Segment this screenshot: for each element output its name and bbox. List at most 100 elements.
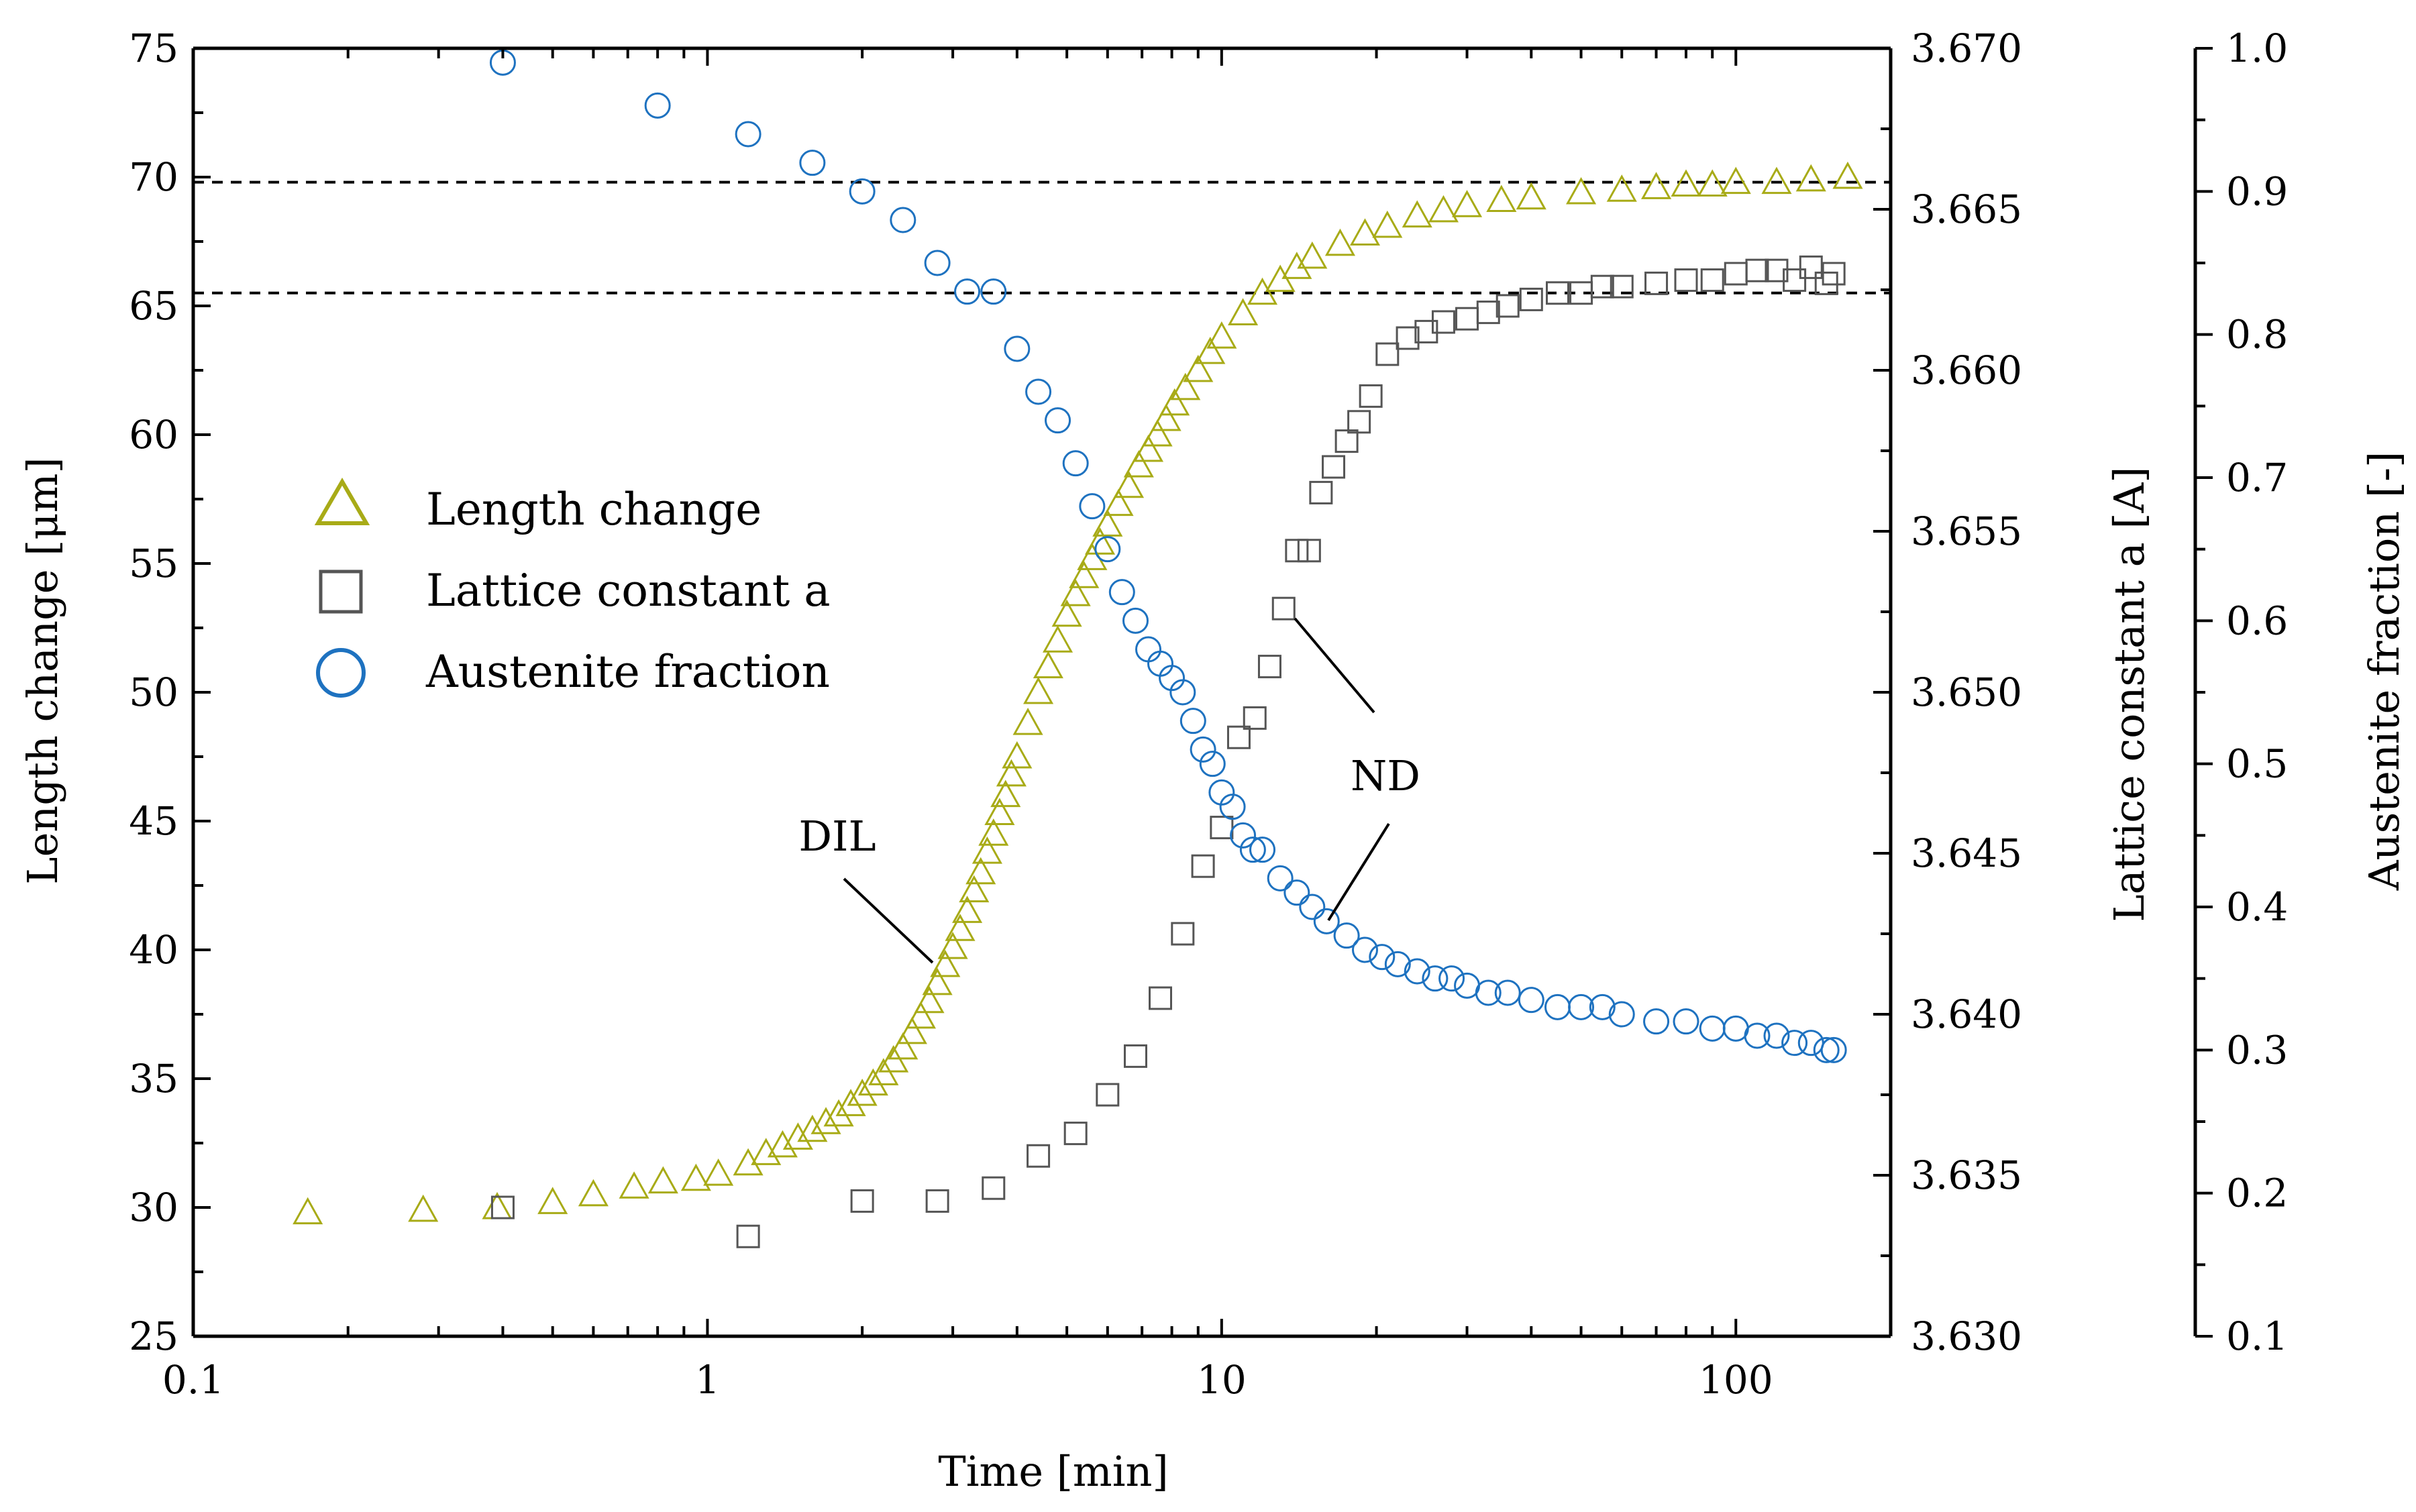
data-point-lattice-constant-a <box>1414 319 1438 343</box>
y-right2-tick-label: 0.3 <box>2226 1027 2288 1073</box>
data-point-austenite-fraction <box>1404 958 1430 985</box>
data-point-length-change <box>1761 166 1792 195</box>
data-point-austenite-fraction <box>1763 1022 1790 1049</box>
data-point-lattice-constant-a <box>736 1224 760 1248</box>
data-point-lattice-constant-a <box>1799 255 1823 279</box>
data-point-length-change <box>1170 372 1201 400</box>
axes: 0.1 1 10 100 25 30 35 40 45 50 55 60 65 70 75 3.630 3.63… <box>129 25 2288 1403</box>
y-right2-tick-label: 1.0 <box>2226 25 2288 71</box>
data-point-lattice-constant-a <box>1724 262 1748 286</box>
data-point-length-change <box>914 985 945 1014</box>
data-point-austenite-fraction <box>1384 951 1411 977</box>
data-point-length-change <box>1451 190 1483 217</box>
y-left-tick-label: 65 <box>129 283 178 329</box>
data-point-length-change <box>767 1130 798 1158</box>
data-point-austenite-fraction <box>849 178 876 205</box>
data-point-length-change <box>1402 200 1432 228</box>
data-point-austenite-fraction <box>1283 879 1310 906</box>
data-point-lattice-constant-a <box>1347 410 1371 434</box>
data-point-length-change <box>782 1122 813 1150</box>
data-point-length-change <box>965 857 996 885</box>
data-point-length-change <box>1195 337 1226 364</box>
legend-label-lattice: Lattice constant a <box>426 565 831 616</box>
y-axis-left-label: Length change [μm] <box>18 457 67 884</box>
data-point-length-change <box>1113 470 1145 498</box>
data-point-length-change <box>922 967 953 995</box>
y-right1-tick-label: 3.665 <box>1911 186 2022 232</box>
data-point-lattice-constant-a <box>1745 258 1769 282</box>
data-point-lattice-constant-a <box>1590 274 1614 299</box>
data-point-length-change <box>1159 388 1190 416</box>
data-point-length-change <box>823 1099 854 1127</box>
y-left-tick-label: 60 <box>129 412 178 457</box>
data-point-length-change <box>1281 252 1312 279</box>
data-point-lattice-constant-a <box>1123 1044 1147 1068</box>
data-point-length-change <box>959 875 990 903</box>
x-tick-label: 0.1 <box>162 1357 224 1403</box>
data-point-length-change <box>1428 195 1459 223</box>
data-point-austenite-fraction <box>1781 1030 1808 1057</box>
data-point-lattice-constant-a <box>1359 384 1383 408</box>
y-right1-tick-label: 3.645 <box>1911 830 2022 876</box>
data-point-length-change <box>1297 241 1328 269</box>
data-point-lattice-constant-a <box>1396 326 1420 350</box>
legend-marker-length-change <box>314 478 370 525</box>
y-right1-tick-label: 3.655 <box>1911 508 2022 554</box>
data-point-length-change <box>1092 509 1123 537</box>
data-point-lattice-constant-a <box>1271 596 1296 620</box>
data-point-length-change <box>984 798 1015 825</box>
y-axis-right2-label: Austenite fraction [-] <box>2360 451 2409 892</box>
data-point-length-change <box>1486 184 1517 213</box>
data-point-austenite-fraction <box>1062 450 1089 477</box>
y-right2-tick-label: 0.7 <box>2226 455 2288 500</box>
data-point-length-change <box>1641 172 1672 199</box>
data-point-austenite-fraction <box>1199 751 1226 777</box>
y-left-tick-label: 45 <box>129 798 178 844</box>
y-left-tick-label: 35 <box>129 1056 178 1101</box>
data-point-austenite-fraction <box>1239 836 1266 863</box>
data-point-length-change <box>1183 354 1214 382</box>
data-point-austenite-fraction <box>1299 894 1326 920</box>
data-point-length-change <box>1206 321 1237 349</box>
data-point-length-change <box>619 1171 649 1199</box>
data-point-length-change <box>1002 741 1033 769</box>
data-point-length-change <box>578 1179 609 1207</box>
data-point-lattice-constant-a <box>1257 655 1281 679</box>
data-point-austenite-fraction <box>1699 1015 1726 1042</box>
data-point-lattice-constant-a <box>1674 268 1698 292</box>
data-point-austenite-fraction <box>890 207 916 233</box>
legend-marker-lattice <box>319 570 363 614</box>
data-point-lattice-constant-a <box>490 1195 515 1220</box>
data-point-lattice-constant-a <box>1495 294 1520 318</box>
data-point-austenite-fraction <box>1813 1036 1840 1063</box>
data-point-austenite-fraction <box>1589 993 1616 1020</box>
data-point-lattice-constant-a <box>1243 706 1267 730</box>
annotation-dil-leader <box>843 877 934 964</box>
y-right1-tick-label: 3.630 <box>1911 1313 2022 1359</box>
data-point-austenite-fraction <box>1249 836 1276 863</box>
data-point-length-change <box>1349 218 1381 246</box>
data-point-length-change <box>1023 676 1054 704</box>
data-point-austenite-fraction <box>1544 993 1571 1020</box>
data-point-lattice-constant-a <box>1297 539 1321 563</box>
data-point-length-change <box>896 1016 927 1044</box>
data-point-lattice-constant-a <box>1700 268 1724 292</box>
data-point-lattice-constant-a <box>1375 342 1400 366</box>
y-axis-right1-label: Lattice constant a [A] <box>2105 467 2154 922</box>
y-right1-tick-label: 3.650 <box>1911 669 2022 715</box>
data-point-austenite-fraction <box>1267 865 1294 892</box>
data-point-length-change <box>1033 651 1063 679</box>
data-point-lattice-constant-a <box>1096 1083 1120 1107</box>
data-point-length-change <box>408 1194 439 1222</box>
data-point-austenite-fraction <box>1351 936 1378 963</box>
data-point-length-change <box>1012 707 1043 735</box>
data-point-length-change <box>1516 182 1546 210</box>
data-point-lattice-constant-a <box>1063 1122 1088 1146</box>
data-point-austenite-fraction <box>1108 579 1135 606</box>
data-point-lattice-constant-a <box>1309 480 1333 504</box>
data-point-length-change <box>1372 210 1403 238</box>
data-point-length-change <box>1133 434 1164 462</box>
data-point-length-change <box>733 1148 764 1176</box>
data-point-austenite-fraction <box>1518 987 1544 1014</box>
data-point-lattice-constant-a <box>1191 854 1215 878</box>
